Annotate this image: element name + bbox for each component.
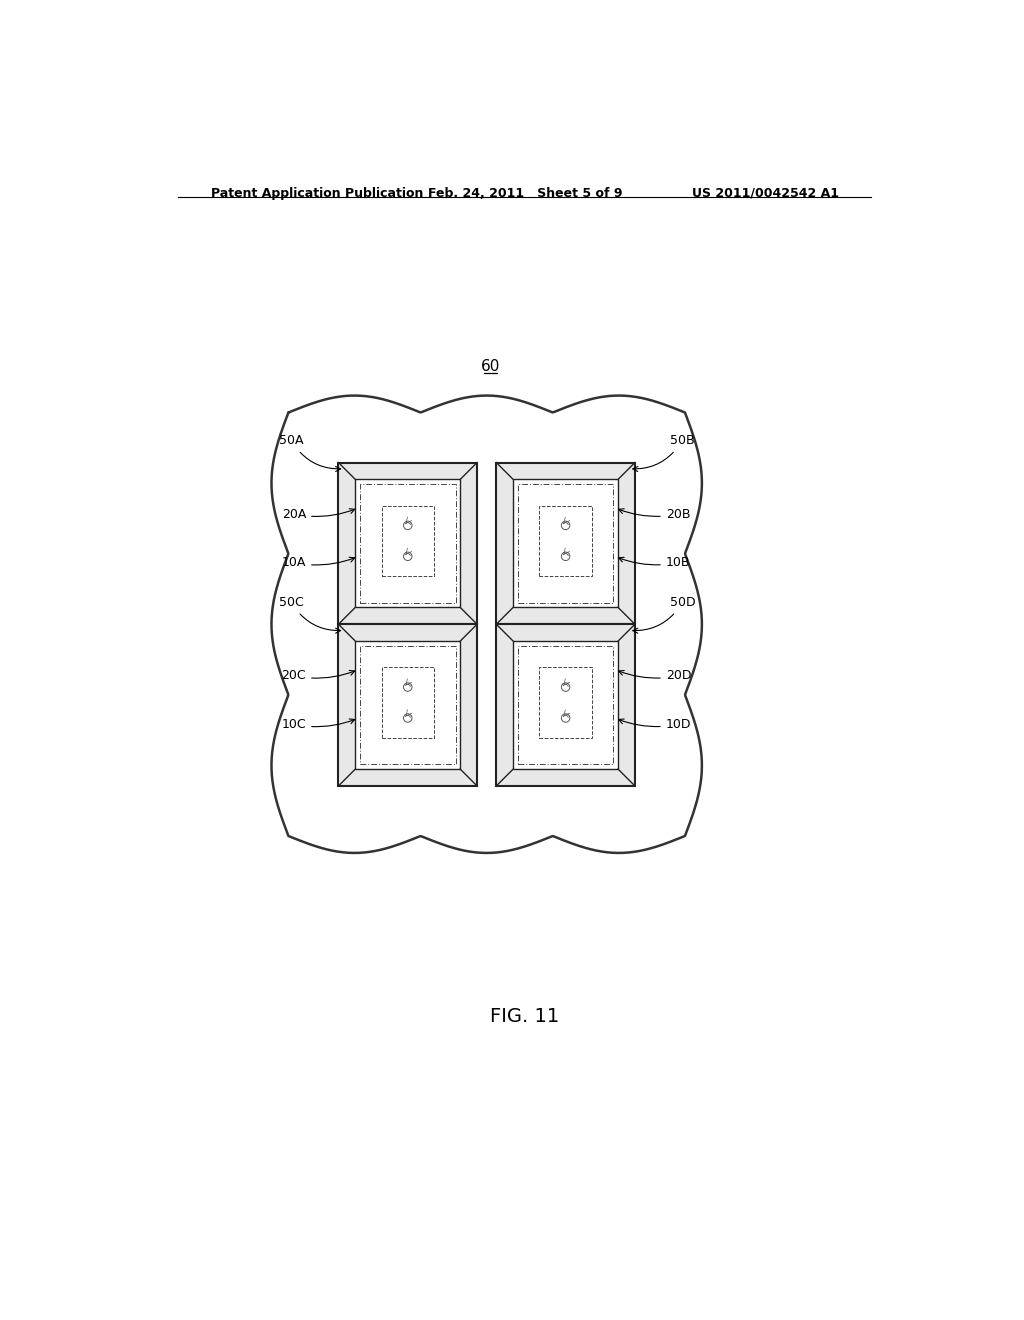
Text: 10B: 10B xyxy=(618,556,690,569)
Bar xyxy=(339,462,477,624)
Bar xyxy=(513,642,617,770)
Bar xyxy=(355,642,460,770)
Text: 50B: 50B xyxy=(633,434,694,471)
Text: 20B: 20B xyxy=(618,508,690,521)
Text: 20D: 20D xyxy=(618,669,691,682)
Bar xyxy=(339,624,477,785)
Text: 60: 60 xyxy=(481,359,500,374)
Text: 10D: 10D xyxy=(618,718,691,731)
Bar xyxy=(540,506,592,576)
Text: 10C: 10C xyxy=(282,718,354,731)
Text: US 2011/0042542 A1: US 2011/0042542 A1 xyxy=(692,187,839,199)
Bar xyxy=(540,668,592,738)
Text: 50A: 50A xyxy=(280,434,341,471)
Bar xyxy=(360,484,456,603)
Bar xyxy=(518,645,613,764)
Text: 20C: 20C xyxy=(282,669,354,682)
Bar xyxy=(513,479,617,607)
Text: Patent Application Publication: Patent Application Publication xyxy=(211,187,424,199)
Bar xyxy=(355,479,460,607)
Text: 50D: 50D xyxy=(633,597,695,634)
Bar xyxy=(382,506,434,576)
Bar xyxy=(518,484,613,603)
Text: 20A: 20A xyxy=(282,508,354,521)
Bar xyxy=(382,668,434,738)
Text: 50C: 50C xyxy=(280,597,341,634)
Text: Feb. 24, 2011   Sheet 5 of 9: Feb. 24, 2011 Sheet 5 of 9 xyxy=(428,187,622,199)
Text: 10A: 10A xyxy=(282,556,354,569)
Bar xyxy=(497,462,635,624)
Bar xyxy=(497,624,635,785)
Text: FIG. 11: FIG. 11 xyxy=(490,1007,559,1027)
Bar xyxy=(360,645,456,764)
